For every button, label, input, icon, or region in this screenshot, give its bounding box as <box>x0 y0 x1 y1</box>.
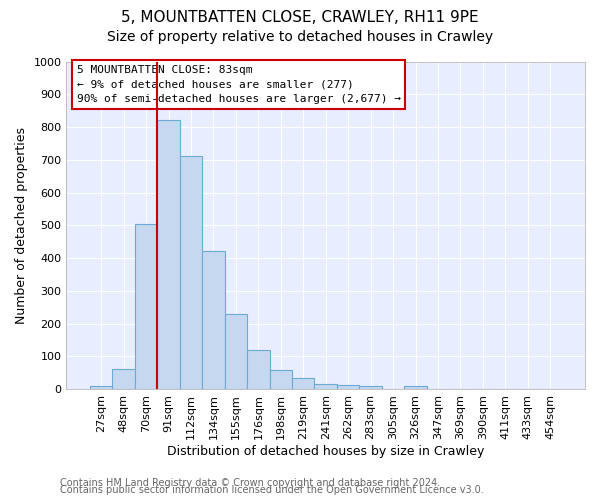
Text: 5 MOUNTBATTEN CLOSE: 83sqm
← 9% of detached houses are smaller (277)
90% of semi: 5 MOUNTBATTEN CLOSE: 83sqm ← 9% of detac… <box>77 65 401 104</box>
Bar <box>292 378 314 389</box>
Bar <box>157 120 180 389</box>
Text: 5, MOUNTBATTEN CLOSE, CRAWLEY, RH11 9PE: 5, MOUNTBATTEN CLOSE, CRAWLEY, RH11 9PE <box>121 10 479 25</box>
X-axis label: Distribution of detached houses by size in Crawley: Distribution of detached houses by size … <box>167 444 484 458</box>
Bar <box>112 370 135 389</box>
Bar <box>135 224 157 389</box>
Bar <box>247 350 269 389</box>
Text: Contains public sector information licensed under the Open Government Licence v3: Contains public sector information licen… <box>60 485 484 495</box>
Text: Contains HM Land Registry data © Crown copyright and database right 2024.: Contains HM Land Registry data © Crown c… <box>60 478 440 488</box>
Text: Size of property relative to detached houses in Crawley: Size of property relative to detached ho… <box>107 30 493 44</box>
Bar <box>180 156 202 389</box>
Bar <box>269 370 292 389</box>
Bar <box>404 386 427 389</box>
Bar <box>224 314 247 389</box>
Bar <box>359 386 382 389</box>
Bar <box>314 384 337 389</box>
Bar <box>337 385 359 389</box>
Bar <box>90 386 112 389</box>
Y-axis label: Number of detached properties: Number of detached properties <box>15 127 28 324</box>
Bar <box>202 252 224 389</box>
